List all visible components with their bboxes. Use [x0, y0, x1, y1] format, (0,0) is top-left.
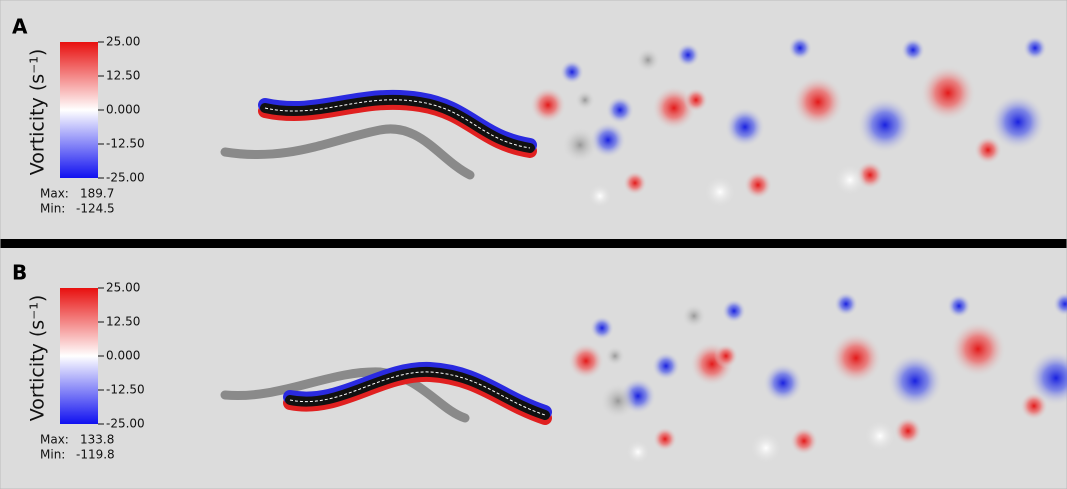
max-label: Max: — [40, 187, 69, 201]
vortex — [830, 332, 882, 384]
vortex — [857, 97, 913, 153]
panel-label: B — [12, 261, 27, 285]
vortex — [1023, 36, 1047, 60]
page: {"panels": [ {"label": "A", "colorbar": … — [0, 0, 1067, 489]
divider — [0, 239, 1067, 248]
vortex — [652, 352, 680, 380]
vortex — [560, 60, 584, 84]
vortex — [894, 417, 922, 445]
vortex — [530, 87, 566, 123]
figure: A 25.00 12.50 0.000 -12.50 -25.00 Vorticity (s… — [0, 0, 1067, 489]
vortex — [887, 353, 943, 409]
vortex — [750, 432, 782, 464]
vortex — [792, 76, 844, 128]
vortex — [600, 383, 636, 419]
colorbar — [60, 42, 98, 178]
colorbar-tick-label: 12.50 — [106, 69, 140, 83]
vortex — [575, 90, 595, 110]
vortex — [704, 176, 736, 208]
vortex — [788, 36, 812, 60]
min-value: -124.5 — [76, 202, 115, 216]
colorbar-tick-label: -25.00 — [106, 171, 145, 185]
vortex — [606, 96, 634, 124]
vortex — [605, 346, 625, 366]
colorbar-tick-label: 25.00 — [106, 35, 140, 49]
vortex — [623, 171, 647, 195]
vortex — [763, 363, 803, 403]
min-value: -119.8 — [76, 448, 115, 462]
colorbar-tick-label: 25.00 — [106, 281, 140, 295]
colorbar-tick-label: -12.50 — [106, 383, 145, 397]
max-label: Max: — [40, 433, 69, 447]
max-value: 189.7 — [80, 187, 114, 201]
vortex — [562, 127, 598, 163]
max-value: 133.8 — [80, 433, 114, 447]
vortex — [714, 344, 738, 368]
colorbar-tick-label: 12.50 — [106, 315, 140, 329]
min-label: Min: — [40, 202, 65, 216]
vortex — [744, 171, 772, 199]
colorbar-tick-label: -12.50 — [106, 137, 145, 151]
colorbar — [60, 288, 98, 424]
vortex — [864, 420, 896, 452]
colorbar-tick-label: 0.000 — [106, 103, 140, 117]
vortex — [568, 343, 604, 379]
vortex — [636, 48, 660, 72]
vortex — [653, 427, 677, 451]
colorbar-tick-label: -25.00 — [106, 417, 145, 431]
vortex — [725, 107, 765, 147]
vortex — [684, 88, 708, 112]
vortex — [901, 38, 925, 62]
vortex — [834, 164, 866, 196]
panel-label: A — [12, 15, 28, 39]
vortex — [590, 316, 614, 340]
colorbar-tick-label: 0.000 — [106, 349, 140, 363]
vortex — [920, 65, 976, 121]
vortex — [974, 136, 1002, 164]
vortex — [676, 43, 700, 67]
vortex — [682, 304, 706, 328]
vortex — [588, 184, 612, 208]
vortex — [947, 294, 971, 318]
vortex — [626, 440, 650, 464]
vortex — [834, 292, 858, 316]
vortex — [950, 321, 1006, 377]
vortex — [1020, 392, 1048, 420]
vortex — [722, 299, 746, 323]
colorbar-title: Vorticity (s⁻¹) — [27, 49, 49, 176]
vortex — [790, 427, 818, 455]
colorbar-title: Vorticity (s⁻¹) — [27, 295, 49, 422]
min-label: Min: — [40, 448, 65, 462]
